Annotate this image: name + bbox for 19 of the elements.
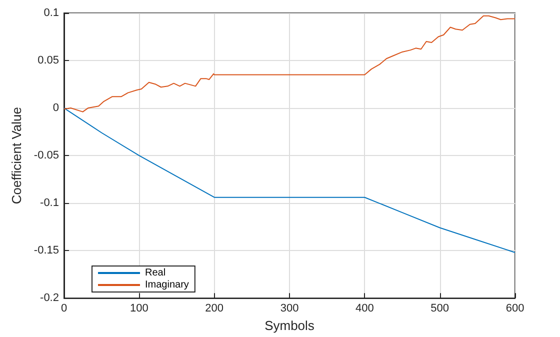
y-tick-label: 0.1 bbox=[44, 7, 59, 19]
y-tick-label: -0.15 bbox=[34, 244, 59, 257]
x-tick-label: 600 bbox=[506, 302, 524, 315]
y-tick-label: 0 bbox=[52, 102, 59, 114]
legend-label: Imaginary bbox=[145, 280, 189, 290]
x-tick-label: 500 bbox=[430, 302, 450, 315]
line-series bbox=[64, 108, 516, 253]
x-tick-label: 400 bbox=[355, 302, 374, 315]
x-tick-label: 200 bbox=[205, 302, 224, 315]
legend-label: Real bbox=[145, 268, 166, 278]
y-tick-label: -0.2 bbox=[40, 292, 59, 304]
y-tick-label: -0.1 bbox=[40, 197, 59, 210]
y-tick-label: -0.05 bbox=[34, 150, 59, 162]
x-axis-title: Symbols bbox=[264, 318, 315, 333]
y-tick-label: 0.05 bbox=[38, 54, 59, 67]
x-tick-label: 300 bbox=[280, 302, 299, 315]
x-tick-label: 0 bbox=[60, 302, 68, 315]
y-axis-title: Coefficient Value bbox=[9, 107, 24, 204]
x-tick-label: 100 bbox=[130, 302, 148, 315]
